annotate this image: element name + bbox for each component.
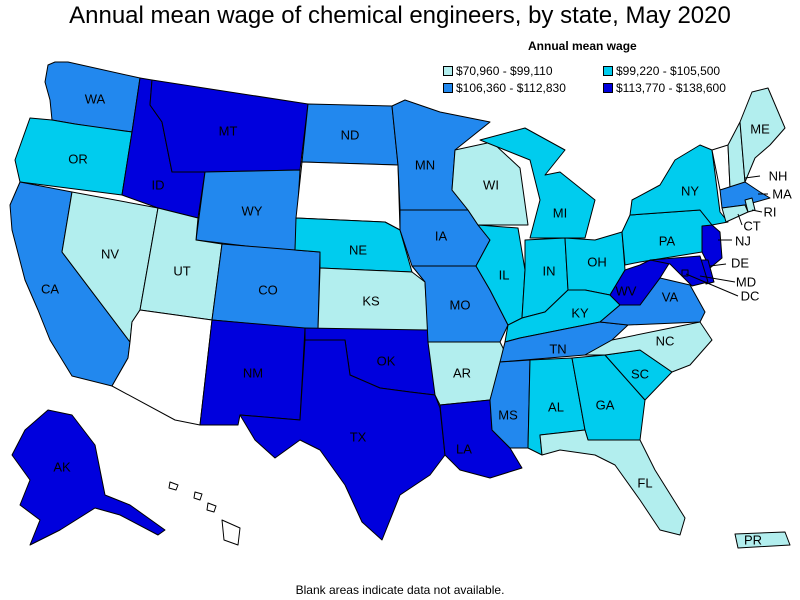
- label-id: ID: [152, 177, 165, 192]
- legend-label-bin-1: $70,960 - $99,110: [456, 64, 553, 78]
- label-wa: WA: [85, 91, 106, 106]
- legend-swatch-bin-3: [443, 83, 453, 93]
- label-il: IL: [499, 267, 510, 282]
- label-nv: NV: [101, 246, 119, 261]
- legend-label-bin-2: $99,220 - $105,500: [616, 64, 721, 78]
- label-mt: MT: [219, 123, 238, 138]
- label-co: CO: [258, 282, 278, 297]
- label-ma: MA: [772, 186, 792, 201]
- label-sc: SC: [631, 366, 649, 381]
- legend-swatch-bin-1: [443, 66, 453, 76]
- leader-ct: [737, 213, 743, 226]
- label-de: DE: [731, 255, 749, 270]
- label-pa: PA: [659, 233, 676, 248]
- label-ny: NY: [681, 183, 699, 198]
- state-dc[interactable]: [681, 269, 689, 277]
- label-ok: OK: [377, 353, 396, 368]
- label-in: IN: [543, 263, 556, 278]
- leader-de: [709, 263, 727, 267]
- label-nd: ND: [341, 127, 360, 142]
- label-wv: WV: [616, 283, 637, 298]
- state-ny[interactable]: [629, 144, 729, 226]
- state-tx[interactable]: [239, 339, 446, 541]
- label-dc: DC: [741, 288, 760, 303]
- label-ia: IA: [435, 228, 448, 243]
- state-fl[interactable]: [539, 429, 686, 536]
- state-mi[interactable]: [479, 127, 596, 239]
- legend-label-bin-4: $113,770 - $138,600: [616, 81, 726, 95]
- state-ak[interactable]: [11, 409, 166, 546]
- label-ne: NE: [349, 242, 367, 257]
- label-wi: WI: [483, 177, 499, 192]
- leader-ri: [751, 209, 763, 213]
- label-ak: AK: [53, 459, 71, 474]
- state-nj[interactable]: [701, 224, 723, 269]
- label-pr: PR: [744, 532, 762, 547]
- label-mn: MN: [415, 157, 435, 172]
- map-title: Annual mean wage of chemical engineers, …: [69, 2, 731, 29]
- label-ks: KS: [362, 293, 380, 308]
- state-pr[interactable]: [734, 531, 791, 549]
- label-me: ME: [750, 121, 770, 136]
- state-md[interactable]: [649, 255, 709, 287]
- label-ms: MS: [498, 407, 518, 422]
- label-ga: GA: [596, 397, 615, 412]
- label-nc: NC: [656, 333, 675, 348]
- label-oh: OH: [587, 254, 607, 269]
- label-ri: RI: [764, 204, 777, 219]
- state-nc[interactable]: [584, 321, 713, 373]
- label-md: MD: [736, 274, 756, 289]
- footnote: Blank areas indicate data not available.: [295, 583, 505, 597]
- legend-swatch-bin-2: [603, 66, 613, 76]
- leader-md: [699, 275, 736, 283]
- legend-item-bin-4: $113,770 - $138,600: [603, 81, 726, 95]
- label-ky: KY: [571, 305, 589, 320]
- label-wy: WY: [242, 203, 263, 218]
- label-ct: CT: [743, 218, 760, 233]
- state-hi[interactable]: [168, 481, 241, 546]
- label-nh: NH: [769, 168, 788, 183]
- leader-dc: [685, 273, 739, 297]
- label-mo: MO: [450, 297, 471, 312]
- state-ri[interactable]: [744, 197, 756, 213]
- legend-title: Annual mean wage: [528, 39, 637, 53]
- label-tx: TX: [350, 429, 367, 444]
- label-ar: AR: [453, 365, 471, 380]
- legend-item-bin-2: $99,220 - $105,500: [603, 64, 720, 78]
- label-ca: CA: [41, 281, 59, 296]
- legend-swatch-bin-4: [603, 83, 613, 93]
- label-ut: UT: [173, 263, 190, 278]
- label-la: LA: [456, 441, 472, 456]
- label-tn: TN: [549, 341, 566, 356]
- label-va: VA: [662, 289, 679, 304]
- legend-label-bin-3: $106,360 - $112,830: [456, 81, 566, 95]
- label-al: AL: [548, 399, 564, 414]
- label-nm: NM: [243, 365, 263, 380]
- leader-nh: [744, 175, 761, 179]
- legend-item-bin-3: $106,360 - $112,830: [443, 81, 566, 95]
- label-fl: FL: [637, 475, 652, 490]
- label-nj: NJ: [735, 233, 751, 248]
- legend-item-bin-1: $70,960 - $99,110: [443, 64, 553, 78]
- label-mi: MI: [553, 205, 567, 220]
- label-or: OR: [68, 151, 88, 166]
- state-ct[interactable]: [721, 204, 749, 223]
